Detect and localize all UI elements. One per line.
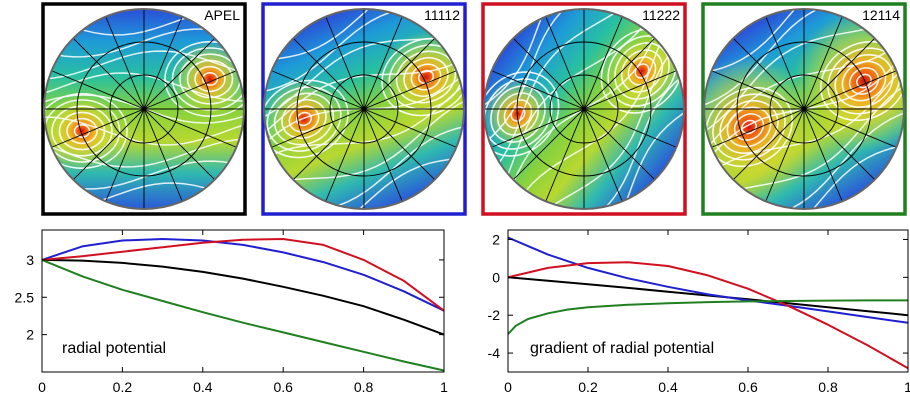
series-line — [507, 261, 909, 370]
potential-map-panel: 11112 — [261, 2, 467, 216]
plot-frame — [507, 229, 909, 373]
radial-potential-chart: 0 0.2 0.4 0.6 0.8 1 2 2.5 3 radial potential — [15, 229, 448, 395]
y-tick-label: 3 — [26, 252, 34, 268]
disk-field — [484, 9, 684, 209]
x-tick-label: 0 — [504, 379, 512, 395]
series-line — [41, 258, 445, 372]
y-tick-label: 2 — [492, 231, 500, 247]
potential-disk — [263, 8, 465, 210]
y-tick-label: 2.5 — [15, 289, 35, 305]
y-tick-label: -2 — [488, 307, 501, 323]
x-tick-label: 0.4 — [193, 379, 213, 395]
y-tick-label: 0 — [492, 269, 500, 285]
panel-label: 12114 — [862, 7, 900, 23]
disk-outline — [703, 8, 905, 210]
series-line — [507, 276, 909, 317]
disk-outline — [483, 8, 685, 210]
x-tick-label: 0.8 — [354, 379, 374, 395]
potential-disk — [43, 8, 245, 210]
y-tick-label: -4 — [488, 345, 501, 361]
x-tick-label: 0 — [38, 379, 46, 395]
series-line — [507, 236, 909, 324]
chart-annotation: radial potential — [62, 340, 166, 357]
potential-map-panel: APEL — [41, 2, 247, 216]
series-line — [41, 238, 445, 312]
x-tick-label: 0.8 — [818, 379, 838, 395]
x-tick-label: 0.6 — [738, 379, 758, 395]
axis-ticks: 0 0.2 0.4 0.6 0.8 1 2 2.5 3 — [15, 230, 448, 395]
potential-map-panel: 11222 — [481, 2, 687, 216]
x-tick-label: 0.2 — [113, 379, 133, 395]
panel-label: APEL — [204, 7, 240, 23]
disk-field — [44, 9, 244, 209]
series-group — [41, 238, 445, 372]
disk-outline — [43, 8, 245, 210]
x-tick-label: 0.2 — [578, 379, 598, 395]
disk-outline — [263, 8, 465, 210]
gradient-chart: 0 0.2 0.4 0.6 0.8 1 -4 -2 0 2 gradient of radial … — [488, 229, 910, 395]
potential-disk — [703, 8, 905, 210]
series-line — [41, 238, 445, 312]
panel-label: 11112 — [424, 7, 460, 23]
disk-field — [264, 9, 464, 209]
x-tick-label: 1 — [440, 379, 448, 395]
axis-ticks: 0 0.2 0.4 0.6 0.8 1 -4 -2 0 2 — [488, 230, 910, 395]
x-tick-label: 1 — [904, 379, 910, 395]
plot-frame — [41, 229, 445, 373]
potential-maps: APEL 11112 11222 12114 — [41, 2, 907, 216]
series-group — [507, 236, 909, 370]
series-line — [507, 299, 908, 335]
chart-annotation: gradient of radial potential — [530, 340, 714, 357]
series-line — [41, 258, 445, 336]
x-tick-label: 0.4 — [658, 379, 678, 395]
panel-label: 11222 — [642, 7, 680, 23]
disk-field — [704, 9, 904, 209]
potential-disk — [483, 8, 685, 210]
y-tick-label: 2 — [26, 327, 34, 343]
potential-map-panel: 12114 — [701, 2, 907, 216]
x-tick-label: 0.6 — [273, 379, 293, 395]
